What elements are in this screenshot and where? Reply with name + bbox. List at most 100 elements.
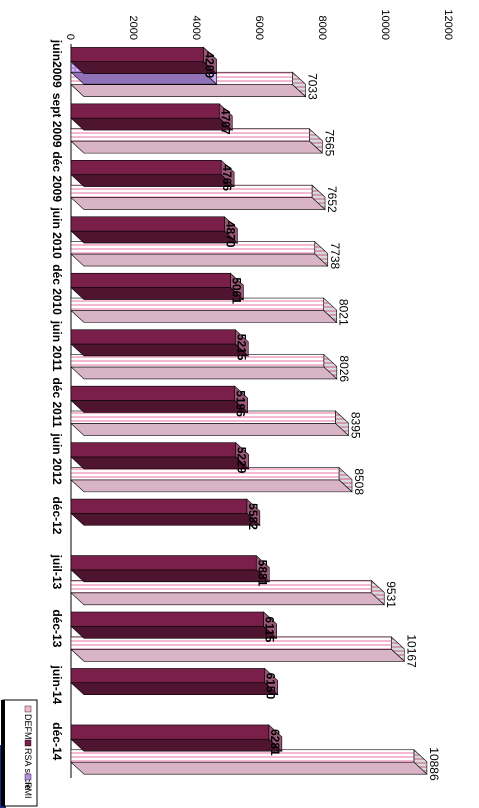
category-label: juin2009	[50, 39, 64, 88]
rmi-bar-side	[70, 71, 218, 85]
defm-bar-side	[70, 761, 428, 775]
defm-value-label: 7565	[322, 130, 336, 157]
rsa-bar	[70, 442, 237, 458]
legend-label: RSA socle	[23, 748, 33, 790]
rsa-bar	[70, 385, 235, 401]
legend-label: DEFM	[23, 714, 33, 740]
category-label: sept 2009	[50, 93, 64, 148]
category-label: juin 2012	[50, 432, 64, 485]
legend-swatch	[24, 705, 32, 713]
rsa-bar-side	[70, 230, 239, 244]
category-label: déc 2011	[50, 378, 64, 428]
defm-value-label: 10886	[427, 747, 441, 781]
rsa-bar	[70, 555, 257, 571]
axis-tick-label: 12000	[442, 9, 454, 40]
rsa-value-label: 5196	[234, 390, 248, 417]
axis-tick-label: 2000	[127, 16, 139, 40]
category-label: juil-13	[50, 554, 64, 590]
rsa-value-label: 5061	[229, 277, 243, 304]
legend-label: RMI	[23, 782, 33, 799]
rsa-bar	[70, 724, 270, 740]
rsa-bar-side	[70, 569, 271, 583]
rsa-bar-side	[70, 287, 245, 300]
axis-tick-label: 0	[64, 34, 76, 40]
defm-bar-side	[70, 310, 338, 323]
defm-bar	[70, 467, 340, 481]
rsa-value-label: 4766	[220, 164, 234, 191]
rsa-value-label: 5582	[246, 503, 260, 530]
defm-bar-side	[70, 253, 329, 267]
defm-value-label: 7033	[306, 73, 320, 100]
rsa-bar	[70, 103, 220, 119]
axis-tick-label: 10000	[379, 9, 391, 40]
defm-value-label: 8026	[337, 355, 351, 382]
defm-bar-side	[70, 423, 350, 436]
legend-swatch	[24, 739, 32, 747]
category-label: déc 2009	[50, 151, 64, 202]
defm-value-label: 8395	[348, 412, 362, 439]
chart-rotated-layer: 0 2000 4000 6000 8000 10000 12000 7033 4209 juin2…	[1, 9, 454, 807]
rsa-value-label: 6150	[264, 673, 278, 700]
rsa-bar	[70, 47, 204, 62]
rsa-value-label: 6281	[268, 729, 282, 756]
rsa-bar-side	[70, 174, 235, 187]
defm-bar-side	[70, 197, 326, 210]
rsa-value-label: 5229	[235, 447, 249, 474]
defm-bar-side	[70, 84, 307, 97]
axis-tick-label: 4000	[190, 16, 202, 40]
axis-tick-label: 6000	[253, 16, 265, 40]
rsa-bar-side	[70, 456, 250, 470]
category-label: déc-13	[50, 609, 64, 647]
defm-bar	[70, 749, 415, 763]
rsa-bar	[70, 272, 231, 288]
rsa-bar-side	[70, 625, 278, 639]
legend-swatch	[24, 773, 32, 781]
rsa-bar	[70, 160, 222, 175]
rsa-bar	[70, 668, 266, 684]
rsa-bar-side	[70, 61, 218, 74]
axis-tick-label: 8000	[316, 16, 328, 40]
rsa-bar-side	[70, 738, 283, 752]
defm-bar	[70, 184, 313, 198]
category-label: déc-12	[50, 496, 64, 534]
defm-value-label: 7652	[325, 186, 339, 213]
defm-bar-side	[70, 592, 385, 606]
rsa-value-label: 6115	[263, 616, 277, 642]
rsa-bar	[70, 611, 264, 627]
category-label: juin 2010	[50, 206, 64, 259]
category-label: juin 2011	[50, 320, 64, 372]
rsa-value-label: 5215	[234, 334, 248, 361]
defm-bar	[70, 410, 336, 424]
legend-shadow	[1, 700, 5, 806]
category-label: déc 2010	[50, 264, 64, 315]
rsa-bar-side	[70, 400, 249, 413]
defm-bar	[70, 128, 310, 142]
rsa-bar	[70, 498, 248, 514]
defm-value-label: 7738	[328, 242, 342, 269]
rsa-bar	[70, 329, 236, 345]
rsa-bar	[70, 216, 225, 232]
defm-bar-side	[70, 479, 353, 493]
rsa-value-label: 4870	[223, 221, 237, 248]
rsa-value-label: 4209	[203, 51, 217, 78]
defm-value-label: 8508	[352, 468, 366, 495]
defm-bar-side	[70, 366, 338, 380]
defm-value-label: 9531	[384, 581, 398, 608]
defm-bar	[70, 354, 325, 368]
defm-bar-side	[70, 648, 406, 662]
defm-bar	[70, 297, 324, 311]
rsa-bar-side	[70, 513, 261, 526]
defm-bar	[70, 241, 316, 255]
rsa-value-label: 4707	[218, 108, 232, 135]
defm-bar	[70, 636, 392, 650]
rsa-bar-side	[70, 343, 250, 357]
defm-bar	[70, 580, 372, 594]
category-label: déc-14	[50, 722, 64, 760]
defm-value-label: 8021	[337, 299, 351, 326]
defm-bar-side	[70, 140, 324, 154]
rsa-bar-side	[70, 682, 279, 696]
rsa-value-label: 5881	[255, 560, 269, 587]
category-label: juin-14	[50, 665, 64, 705]
